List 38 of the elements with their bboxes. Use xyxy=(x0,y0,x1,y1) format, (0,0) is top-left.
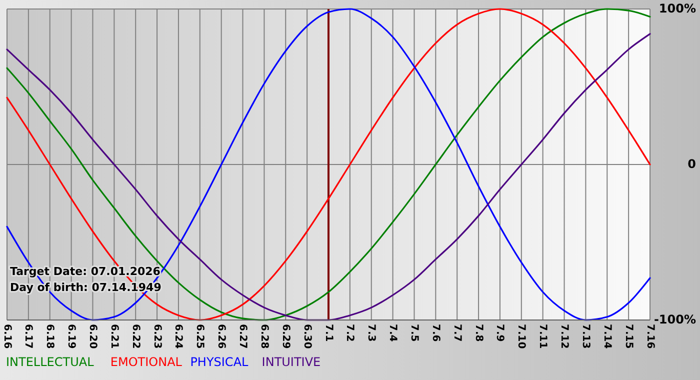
text: EMOTIONAL xyxy=(110,355,182,369)
y-tick-label: 0 xyxy=(688,156,696,171)
x-tick-label: 6.24 xyxy=(172,324,184,349)
x-tick-label: 6.23 xyxy=(151,324,162,349)
text: INTUITIVE xyxy=(262,355,321,369)
text: PHYSICAL xyxy=(190,355,249,369)
x-tick-label: 7.7 xyxy=(451,324,462,342)
x-tick-label: 6.28 xyxy=(258,324,270,349)
x-tick-label: 7.2 xyxy=(344,324,356,342)
x-tick-label: 6.16 xyxy=(1,324,12,349)
x-tick-label: 7.14 xyxy=(601,324,612,349)
x-tick-label: 6.21 xyxy=(108,324,120,349)
x-tick-label: 7.4 xyxy=(387,324,398,342)
x-tick-label: 7.9 xyxy=(494,324,506,342)
x-tick-label: 7.6 xyxy=(430,324,441,342)
x-tick-label: 6.22 xyxy=(130,324,141,349)
x-tick-label: 6.20 xyxy=(87,324,98,349)
x-tick-label: 7.8 xyxy=(472,324,484,342)
x-tick-label: 7.12 xyxy=(558,324,570,349)
x-tick-label: 7.15 xyxy=(622,324,634,349)
x-tick-label: 7.5 xyxy=(408,324,420,342)
x-tick-label: 6.30 xyxy=(301,324,312,349)
x-tick-label: 6.19 xyxy=(66,324,77,349)
text: INTELLECTUAL xyxy=(6,355,94,369)
x-tick-label: 7.16 xyxy=(644,324,656,349)
x-tick-label: 7.3 xyxy=(366,324,377,342)
x-tick-label: 7.13 xyxy=(580,324,591,349)
x-tick-label: 6.17 xyxy=(22,324,34,349)
y-tick-label: -100% xyxy=(654,312,696,326)
x-tick-label: 6.18 xyxy=(44,324,56,349)
x-tick-label: 6.25 xyxy=(194,324,206,349)
x-tick-label: 6.26 xyxy=(216,324,227,349)
x-tick-label: 6.27 xyxy=(237,324,248,349)
x-tick-label: 7.10 xyxy=(516,324,527,349)
x-tick-label: 7.1 xyxy=(322,324,334,342)
y-tick-label: 100% xyxy=(658,1,696,16)
x-tick-label: 7.11 xyxy=(537,324,548,349)
x-tick-label: 6.29 xyxy=(280,324,291,349)
